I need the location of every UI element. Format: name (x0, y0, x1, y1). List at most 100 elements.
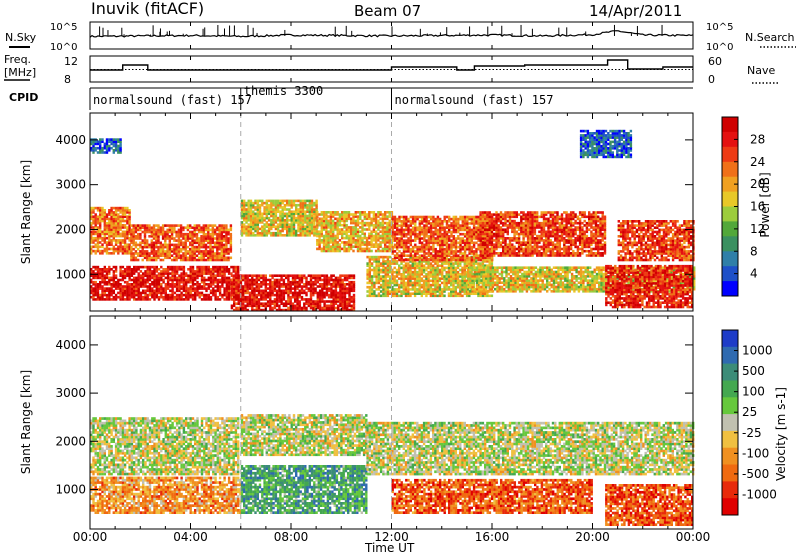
heat-cell (233, 266, 235, 269)
heat-cell (283, 290, 285, 293)
heat-cell (260, 274, 262, 277)
heat-cell (126, 207, 128, 210)
cpid-label: CPID (9, 91, 38, 104)
heat-cell (209, 233, 211, 236)
heat-cell (194, 270, 196, 273)
heat-cell (209, 224, 211, 227)
heat-cell (122, 224, 124, 227)
heat-cell (208, 294, 210, 297)
heat-cell (223, 244, 225, 247)
heat-cell (292, 302, 294, 305)
heat-cell (214, 242, 216, 245)
heat-cell (178, 229, 180, 232)
freq-label-line1: Freq. (4, 53, 31, 66)
heat-cell (128, 266, 130, 269)
heat-cell (203, 266, 205, 269)
nave-ytick-top: 60 (708, 55, 722, 68)
heat-cell (190, 266, 192, 269)
heat-cell (146, 239, 148, 242)
heat-cell (166, 244, 168, 247)
heat-cell (233, 274, 235, 277)
heat-cell (194, 246, 196, 249)
heat-cell (97, 283, 99, 286)
heat-cell (101, 250, 103, 253)
heat-cell (214, 285, 216, 288)
heat-cell (208, 266, 210, 269)
heat-cell (97, 207, 99, 210)
heat-cell (201, 266, 203, 269)
heat-cell (182, 233, 184, 236)
heat-cell (104, 266, 106, 269)
heat-cell (131, 283, 133, 286)
heat-cell (274, 274, 276, 277)
heat-cell (230, 257, 232, 260)
heat-cell (110, 207, 112, 210)
heat-cell (142, 272, 144, 275)
heat-cell (269, 279, 271, 282)
heat-cell (133, 277, 135, 280)
heat-cell (292, 274, 294, 277)
heat-cell (133, 266, 135, 269)
heat-cell (265, 274, 267, 277)
heat-cell (190, 285, 192, 288)
freq-label-line2: [MHz] (4, 66, 36, 79)
heat-cell (189, 248, 191, 251)
heat-cell (135, 266, 137, 269)
heat-cell (149, 266, 151, 269)
heat-cell (104, 248, 106, 251)
heat-cell (108, 266, 110, 269)
heat-cell (119, 239, 121, 242)
heat-cell (158, 272, 160, 275)
heat-cell (203, 224, 205, 227)
heat-cell (140, 274, 142, 277)
heat-cell (160, 226, 162, 229)
heat-cell (140, 270, 142, 273)
heat-cell (174, 283, 176, 286)
heat-cell (187, 250, 189, 253)
heat-cell (99, 268, 101, 271)
heat-cell (144, 279, 146, 282)
heat-cell (146, 250, 148, 253)
heat-cell (126, 243, 128, 246)
cpid-segment-label: normalsound (fast) 157 (395, 93, 554, 107)
heat-cell (137, 259, 139, 262)
heat-cell (225, 257, 227, 260)
heat-cell (104, 287, 106, 290)
heat-cell (185, 279, 187, 282)
heat-cell (216, 233, 218, 236)
heat-cell (187, 233, 189, 236)
heat-cell (217, 266, 219, 269)
heat-cell (219, 285, 221, 288)
heat-cell (139, 250, 141, 253)
heat-cell (137, 233, 139, 236)
heat-cell (124, 298, 126, 301)
heat-cell (137, 224, 139, 227)
noise-left-label: N.Sky (5, 31, 37, 44)
heat-cell (99, 207, 101, 210)
heat-cell (192, 294, 194, 297)
heat-cell (251, 274, 253, 277)
heat-cell (223, 266, 225, 269)
heat-cell (292, 292, 294, 295)
heat-cell (106, 281, 108, 284)
heat-cell (108, 277, 110, 280)
heat-cell (92, 207, 94, 210)
heat-cell (174, 292, 176, 295)
heat-cell (173, 224, 175, 227)
heat-cell (106, 222, 108, 225)
heat-cell (249, 292, 251, 295)
heat-cell (135, 224, 137, 227)
heat-cell (200, 235, 202, 238)
heat-cell (162, 268, 164, 271)
heat-cell (126, 281, 128, 284)
heat-cell (219, 266, 221, 269)
heat-cell (178, 274, 180, 277)
heat-cell (175, 231, 177, 234)
heat-cell (164, 250, 166, 253)
heat-cell (182, 242, 184, 245)
heat-cell (174, 296, 176, 299)
heat-cell (124, 224, 126, 227)
heat-cell (249, 274, 251, 277)
heat-cell (165, 283, 167, 286)
heat-cell (151, 239, 153, 242)
